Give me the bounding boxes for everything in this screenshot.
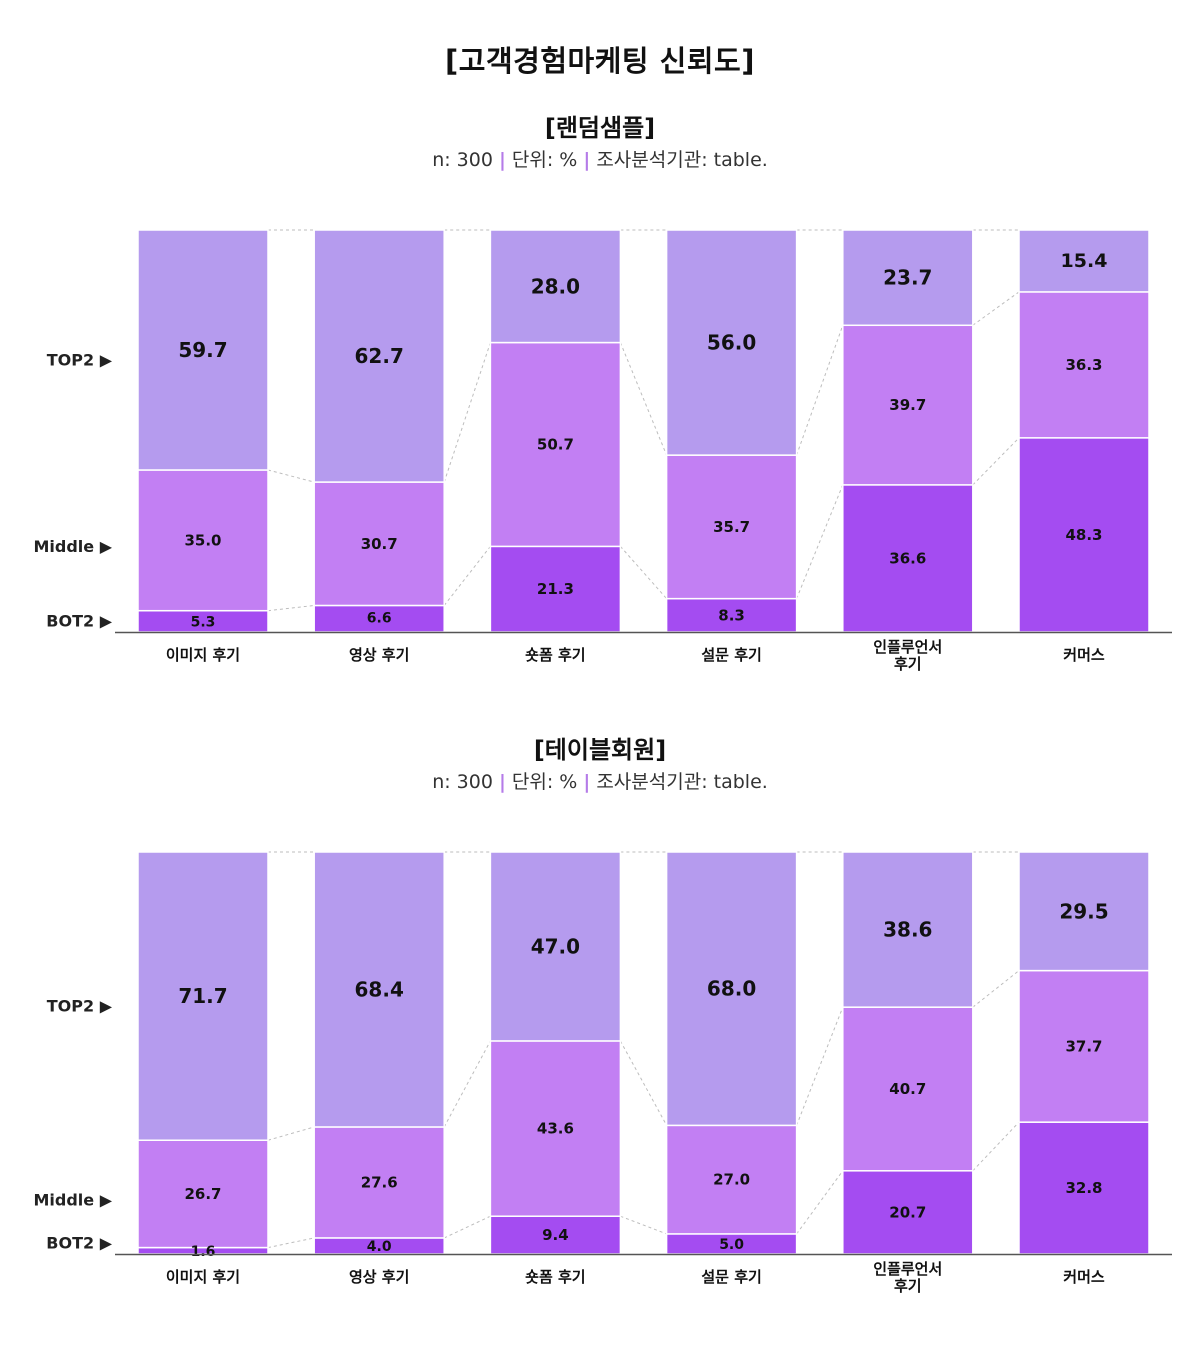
section-meta: n: 300 | 단위: % | 조사분석기관: table.: [0, 145, 1200, 172]
chart-section-random-sample: [랜덤샘플] n: 300 | 단위: % | 조사분석기관: table.: [0, 108, 1200, 728]
chart-section-table-members: [테이블회원] n: 300 | 단위: % | 조사분석기관: table.: [0, 730, 1200, 1350]
section-meta: n: 300 | 단위: % | 조사분석기관: table.: [0, 767, 1200, 794]
sample-size: n: 300: [432, 149, 493, 171]
unit-label: 단위: %: [511, 771, 578, 793]
sample-size: n: 300: [432, 771, 493, 793]
separator: |: [583, 149, 591, 171]
separator: |: [498, 149, 506, 171]
separator: |: [498, 771, 506, 793]
source-label: 조사분석기관: table.: [596, 149, 768, 171]
section-title: [테이블회원]: [533, 736, 667, 764]
section-title: [랜덤샘플]: [544, 114, 656, 142]
source-label: 조사분석기관: table.: [596, 771, 768, 793]
separator: |: [583, 771, 591, 793]
unit-label: 단위: %: [511, 149, 578, 171]
page-title: [고객경험마케팅 신뢰도]: [445, 44, 755, 78]
